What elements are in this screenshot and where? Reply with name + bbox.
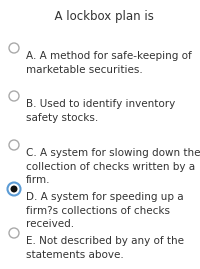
Circle shape	[10, 186, 18, 193]
Circle shape	[8, 182, 21, 196]
Text: C. A system for slowing down the
collection of checks written by a
firm.: C. A system for slowing down the collect…	[26, 148, 200, 185]
Text: E. Not described by any of the
statements above.: E. Not described by any of the statement…	[26, 236, 184, 260]
Text: D. A system for speeding up a
firm?s collections of checks
received.: D. A system for speeding up a firm?s col…	[26, 192, 184, 229]
Text: A. A method for safe-keeping of
marketable securities.: A. A method for safe-keeping of marketab…	[26, 51, 192, 75]
Text: B. Used to identify inventory
safety stocks.: B. Used to identify inventory safety sto…	[26, 99, 175, 123]
Text: A lockbox plan is: A lockbox plan is	[47, 10, 153, 23]
Circle shape	[9, 228, 19, 238]
Circle shape	[9, 43, 19, 53]
Circle shape	[9, 91, 19, 101]
Circle shape	[9, 140, 19, 150]
